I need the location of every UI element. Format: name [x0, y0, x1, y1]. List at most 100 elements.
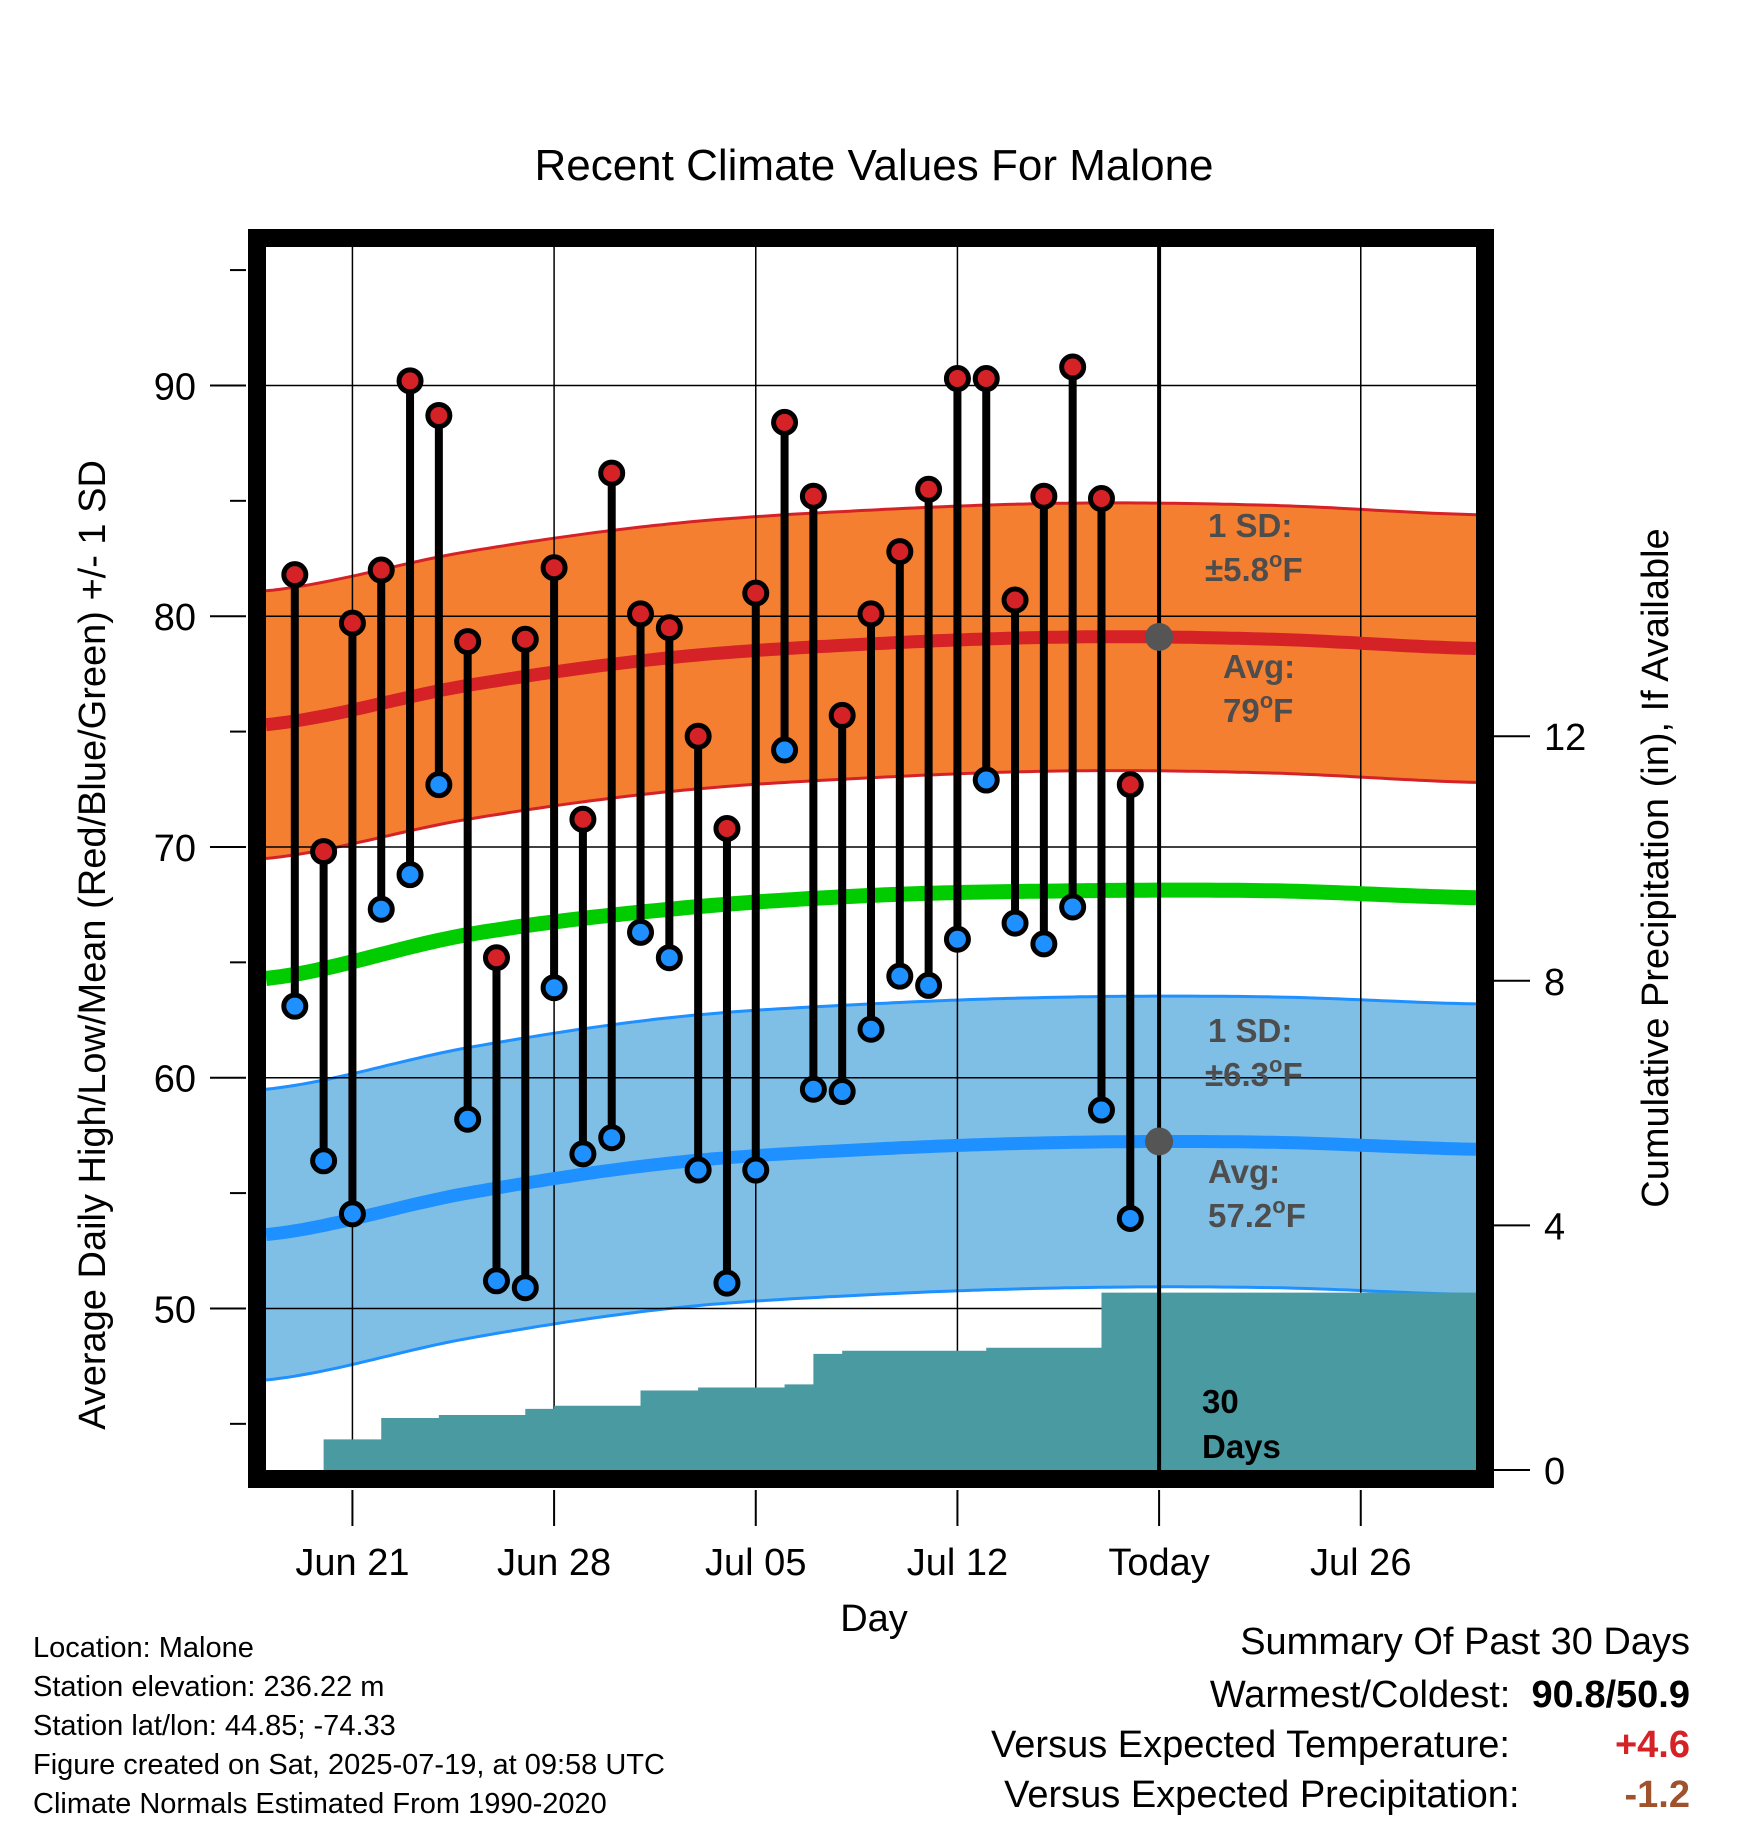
x-tick-label: Jul 26 — [1310, 1542, 1411, 1584]
warmest-value: 90.8 — [1531, 1674, 1606, 1716]
daily-high-point — [972, 365, 1000, 393]
daily-low-point — [338, 1200, 366, 1228]
x-tick-label: Jun 28 — [497, 1542, 611, 1584]
low-avg-value: 57.2oF — [1208, 1193, 1306, 1234]
value-separator: / — [1605, 1674, 1617, 1716]
daily-high-point — [857, 600, 885, 628]
daily-high-point — [915, 475, 943, 503]
high-sd-label: 1 SD: — [1208, 507, 1292, 544]
y2-tick-label: 8 — [1544, 962, 1565, 1004]
daily-high-point — [742, 579, 770, 607]
daily-high-point — [886, 538, 914, 566]
daily-high-point — [713, 815, 741, 843]
high-sd-value: ±5.8oF — [1205, 547, 1303, 588]
daily-low-point — [540, 974, 568, 1002]
daily-high-point — [338, 609, 366, 637]
daily-low-point — [1087, 1096, 1115, 1124]
axes: 50 60 70 80 90 0 4 8 12 Jun 21 Jun 28 Jul 05 Jul 12 T… — [154, 229, 1586, 1584]
daily-low-point — [1116, 1204, 1144, 1232]
daily-low-point — [482, 1267, 510, 1295]
daily-low-point — [972, 766, 1000, 794]
footer-location: Location: Malone — [33, 1632, 254, 1664]
daily-high-point — [482, 944, 510, 972]
footer-info: Location: Malone Station elevation: 236.… — [33, 1629, 665, 1824]
y2-tick-label: 0 — [1544, 1451, 1565, 1493]
temp-label: Versus Expected Temperature: — [991, 1724, 1510, 1766]
coldest-value: 50.9 — [1616, 1674, 1690, 1716]
today-high-normal-marker — [1145, 622, 1174, 651]
days-label-count: 30 — [1202, 1383, 1239, 1420]
daily-low-point — [627, 918, 655, 946]
daily-low-point — [569, 1140, 597, 1168]
daily-high-point — [943, 365, 971, 393]
daily-low-point — [598, 1124, 626, 1152]
summary-precipitation: Versus Expected Precipitation: -1.2 — [1004, 1774, 1690, 1817]
low-sd-band-lower-edge — [265, 1285, 1477, 1382]
daily-low-point — [915, 971, 943, 999]
y-tick-label: 60 — [154, 1059, 196, 1101]
daily-low-point — [684, 1156, 712, 1184]
daily-high-point — [828, 701, 856, 729]
low-sd-band — [266, 996, 1476, 1380]
daily-low-point — [1030, 930, 1058, 958]
daily-high-point — [598, 459, 626, 487]
y2-axis-title: Cumulative Precipitation (in), If Availa… — [1635, 528, 1677, 1207]
daily-low-point — [828, 1078, 856, 1106]
x-axis-title: Day — [840, 1598, 908, 1640]
daily-high-point — [684, 722, 712, 750]
footer-elevation: Station elevation: 236.22 m — [33, 1671, 385, 1703]
daily-high-point — [425, 401, 453, 429]
daily-high-point — [396, 367, 424, 395]
daily-high-point — [799, 482, 827, 510]
footer-normals: Climate Normals Estimated From 1990-2020 — [33, 1788, 607, 1820]
daily-high-point — [1087, 485, 1115, 513]
high-avg-value: 79oF — [1223, 688, 1293, 729]
daily-high-point — [310, 838, 338, 866]
daily-low-point — [742, 1156, 770, 1184]
daily-low-point — [1001, 909, 1029, 937]
daily-high-point — [655, 614, 683, 642]
chart-title: Recent Climate Values For Malone — [534, 141, 1213, 190]
daily-high-point — [569, 805, 597, 833]
daily-high-point — [1030, 482, 1058, 510]
summary-warmest-coldest: Warmest/Coldest: 90.8/50.9 — [1210, 1674, 1690, 1717]
footer-latlon: Station lat/lon: 44.85; -74.33 — [33, 1710, 396, 1742]
daily-low-point — [425, 771, 453, 799]
daily-high-point — [1001, 586, 1029, 614]
high-sd-band-upper-edge — [265, 501, 1477, 593]
precip-area — [294, 1292, 1476, 1470]
today-low-normal-marker — [1145, 1127, 1174, 1156]
y-tick-label: 70 — [154, 828, 196, 870]
plot-frame — [248, 229, 1494, 1488]
low-sd-label: 1 SD: — [1208, 1012, 1292, 1049]
high-avg-label: Avg: — [1223, 648, 1295, 685]
daily-high-point — [540, 554, 568, 582]
low-avg-label: Avg: — [1208, 1153, 1280, 1190]
y-axis-title: Average Daily High/Low/Mean (Red/Blue/Gr… — [72, 460, 114, 1430]
daily-high-point — [771, 408, 799, 436]
summary-heading: Summary Of Past 30 Days — [1240, 1621, 1690, 1663]
avg-low-line — [265, 1135, 1477, 1242]
daily-low-point — [713, 1269, 741, 1297]
daily-low-point — [281, 992, 309, 1020]
daily-low-point — [454, 1105, 482, 1133]
y-tick-label: 90 — [154, 366, 196, 408]
days-label-word: Days — [1202, 1428, 1281, 1465]
daily-high-point — [1059, 353, 1087, 381]
y-tick-label: 50 — [154, 1289, 196, 1331]
daily-low-point — [310, 1147, 338, 1175]
temp-anomaly-value: +4.6 — [1614, 1724, 1690, 1766]
daily-low-point — [396, 861, 424, 889]
x-tick-label: Today — [1108, 1542, 1209, 1584]
daily-high-point — [627, 600, 655, 628]
daily-low-point — [771, 736, 799, 764]
daily-high-point — [281, 561, 309, 589]
daily-low-point — [886, 962, 914, 990]
daily-high-point — [454, 628, 482, 656]
y2-tick-label: 12 — [1544, 717, 1586, 759]
precipitation-area — [294, 1292, 1476, 1470]
y-tick-label: 80 — [154, 597, 196, 639]
x-tick-label: Jul 05 — [705, 1542, 806, 1584]
daily-low-point — [943, 925, 971, 953]
daily-high-point — [511, 625, 539, 653]
